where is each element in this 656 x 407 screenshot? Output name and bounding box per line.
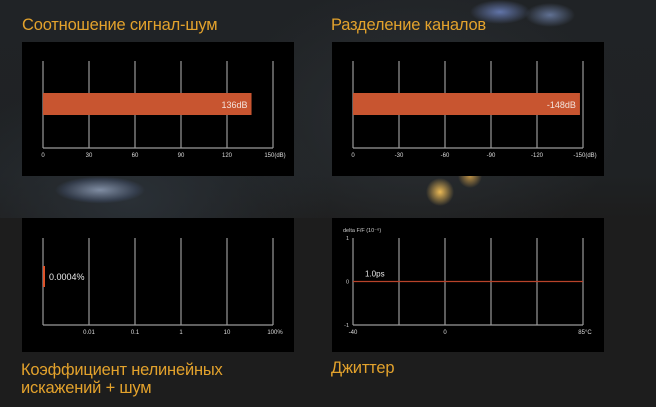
x-tick-label: 60 [132, 153, 139, 159]
x-tick-label: 90 [178, 153, 185, 159]
separation-chart-panel: 0 -30 -60 -90 -120 -150(dB) -148dB [332, 42, 604, 176]
data-label: -148dB [547, 100, 576, 110]
x-tick-label: 150(dB) [264, 153, 285, 159]
chart-title-separation: Разделение каналов [331, 16, 487, 34]
data-label: 136dB [222, 100, 248, 110]
x-tick-label: 1 [179, 330, 183, 336]
x-tick-label: 0.1 [131, 330, 140, 336]
data-bar [43, 266, 45, 287]
thd-chart: 0.01 0.1 1 10 100% 0.0004% [42, 238, 283, 336]
chart-title-snr: Соотношение сигнал-шум [22, 16, 218, 34]
y-tick-label: 0 [346, 280, 349, 286]
chart-title-thd-line1: Коэффициент нелинейных [21, 361, 223, 379]
chart-title-thd: Коэффициент нелинейных искажений + шум [21, 361, 223, 397]
x-tick-label: 10 [224, 330, 231, 336]
y-axis-label: delta F/F (10⁻⁶) [343, 227, 381, 234]
x-tick-label: -60 [441, 153, 450, 159]
x-tick-label: 120 [222, 153, 233, 159]
x-tick-label: 0.01 [83, 330, 95, 336]
x-tick-label: -150(dB) [573, 153, 596, 159]
jitter-chart-panel: -40 0 85°C 1.0ps delta F/F (10⁻⁶) 1 0 -1 [332, 218, 604, 352]
jitter-chart: -40 0 85°C 1.0ps delta F/F (10⁻⁶) 1 0 -1 [343, 227, 592, 336]
separation-chart: 0 -30 -60 -90 -120 -150(dB) -148dB [351, 61, 597, 159]
chart-title-thd-line2: искажений + шум [21, 379, 152, 397]
x-tick-label: 85°C [578, 330, 592, 336]
y-tick-label: -1 [344, 323, 349, 329]
data-bar [353, 93, 580, 115]
chart-title-jitter: Джиттер [331, 359, 395, 377]
x-tick-label: 0 [41, 153, 45, 159]
x-tick-label: 0 [351, 153, 355, 159]
x-tick-label: -120 [531, 153, 544, 159]
x-tick-label: -90 [487, 153, 496, 159]
thd-chart-panel: 0.01 0.1 1 10 100% 0.0004% [22, 218, 294, 352]
x-tick-label: -40 [349, 330, 358, 336]
x-tick-label: 30 [86, 153, 93, 159]
x-tick-label: 0 [443, 330, 447, 336]
x-tick-label: -30 [395, 153, 404, 159]
data-bar [43, 93, 252, 115]
data-label: 1.0ps [365, 270, 385, 279]
x-tick-label: 100% [267, 330, 283, 336]
snr-chart-panel: 0 30 60 90 120 150(dB) 136dB [22, 42, 294, 176]
data-label: 0.0004% [49, 272, 85, 282]
snr-chart: 0 30 60 90 120 150(dB) 136dB [41, 61, 286, 159]
y-tick-label: 1 [346, 236, 349, 242]
